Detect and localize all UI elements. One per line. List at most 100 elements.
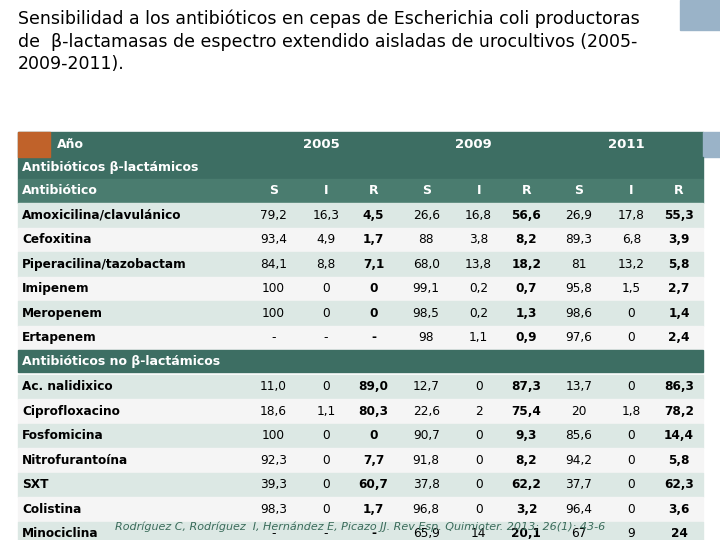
Text: 98,3: 98,3 [260,503,287,516]
Text: -: - [271,331,276,345]
Text: 1,5: 1,5 [622,282,641,295]
Text: 20: 20 [571,405,587,418]
Text: 39,3: 39,3 [260,478,287,491]
Text: 2005: 2005 [302,138,340,151]
Text: 90,7: 90,7 [413,429,439,442]
Text: 91,8: 91,8 [413,454,440,467]
Text: 37,8: 37,8 [413,478,440,491]
Text: SXT: SXT [22,478,48,491]
Text: R: R [521,184,531,197]
Text: 55,3: 55,3 [665,209,694,222]
Text: 62,2: 62,2 [511,478,541,491]
Text: 5,8: 5,8 [668,258,690,271]
Text: 98,5: 98,5 [413,307,440,320]
Text: 92,3: 92,3 [260,454,287,467]
Text: 86,3: 86,3 [664,380,694,393]
Text: 89,3: 89,3 [565,233,593,246]
Text: S: S [575,184,583,197]
Text: Cefoxitina: Cefoxitina [22,233,91,246]
Text: 98,6: 98,6 [565,307,593,320]
Text: 5,8: 5,8 [668,454,690,467]
Text: 1,3: 1,3 [516,307,537,320]
Text: Rodríguez C, Rodríguez  I, Hernández E, Picazo JJ. Rev Esp. Quimioter. 2013; 26(: Rodríguez C, Rodríguez I, Hernández E, P… [115,522,605,532]
Text: 0: 0 [628,503,635,516]
Text: 0,2: 0,2 [469,307,488,320]
Text: 2,7: 2,7 [668,282,690,295]
Text: 8,2: 8,2 [516,233,537,246]
Text: Ertapenem: Ertapenem [22,331,96,345]
Text: 96,8: 96,8 [413,503,440,516]
Bar [18,448,703,472]
Text: 0: 0 [369,307,378,320]
Text: I: I [629,184,634,197]
Text: 79,2: 79,2 [260,209,287,222]
Text: R: R [675,184,684,197]
Text: Sensibilidad a los antibióticos en cepas de Escherichia coli productoras
de  β-l: Sensibilidad a los antibióticos en cepas… [18,10,640,73]
Text: 9,3: 9,3 [516,429,537,442]
Text: -: - [371,527,376,540]
Text: Colistina: Colistina [22,503,81,516]
Text: 1,8: 1,8 [622,405,641,418]
Text: 24: 24 [671,527,688,540]
Text: 2011: 2011 [608,138,645,151]
Text: 18,6: 18,6 [260,405,287,418]
Text: 0: 0 [628,429,635,442]
Text: 4,5: 4,5 [363,209,384,222]
Text: I: I [477,184,481,197]
Text: -: - [324,331,328,345]
Text: 0: 0 [322,282,330,295]
Text: 89,0: 89,0 [359,380,389,393]
Text: Nitrofurantoína: Nitrofurantoína [22,454,128,467]
Text: 84,1: 84,1 [260,258,287,271]
Text: 1,7: 1,7 [363,503,384,516]
Bar [18,301,703,326]
Text: 26,6: 26,6 [413,209,440,222]
Text: Año: Año [57,138,84,151]
Text: 65,9: 65,9 [413,527,440,540]
Text: 1,4: 1,4 [668,307,690,320]
Text: 93,4: 93,4 [260,233,287,246]
Text: 3,9: 3,9 [668,233,690,246]
Text: S: S [422,184,431,197]
Text: 3,2: 3,2 [516,503,537,516]
Text: 62,3: 62,3 [665,478,694,491]
Text: 13,8: 13,8 [465,258,492,271]
Bar [18,132,703,157]
Bar [18,203,703,227]
Text: 16,8: 16,8 [465,209,492,222]
Text: 75,4: 75,4 [511,405,541,418]
Text: 17,8: 17,8 [618,209,645,222]
Text: Imipenem: Imipenem [22,282,89,295]
Text: Antibióticos no β-lactámicos: Antibióticos no β-lactámicos [22,354,220,368]
Text: 81: 81 [571,258,587,271]
Text: 0: 0 [474,503,482,516]
Bar [18,227,703,252]
Text: 78,2: 78,2 [664,405,694,418]
Bar [18,350,703,372]
Text: Antibióticos β-lactámicos: Antibióticos β-lactámicos [22,161,199,174]
Text: 0: 0 [474,429,482,442]
Text: 0,9: 0,9 [516,331,537,345]
Text: 100: 100 [262,282,285,295]
Text: 0,2: 0,2 [469,282,488,295]
Text: 12,7: 12,7 [413,380,440,393]
Text: 0,7: 0,7 [516,282,537,295]
Text: 0: 0 [322,380,330,393]
Text: Amoxicilina/clavulánico: Amoxicilina/clavulánico [22,209,181,222]
Text: 8,8: 8,8 [316,258,336,271]
Text: 2,4: 2,4 [668,331,690,345]
Text: 0: 0 [322,307,330,320]
Text: 14,4: 14,4 [664,429,694,442]
Text: 18,2: 18,2 [511,258,541,271]
Text: 95,8: 95,8 [565,282,593,295]
Text: 8,2: 8,2 [516,454,537,467]
Text: 60,7: 60,7 [359,478,389,491]
Text: 7,7: 7,7 [363,454,384,467]
Text: Piperacilina/tazobactam: Piperacilina/tazobactam [22,258,186,271]
Text: 80,3: 80,3 [359,405,389,418]
Text: 85,6: 85,6 [565,429,593,442]
Bar [18,276,703,301]
Text: 20,1: 20,1 [511,527,541,540]
Text: Minociclina: Minociclina [22,527,99,540]
Bar [18,399,703,423]
